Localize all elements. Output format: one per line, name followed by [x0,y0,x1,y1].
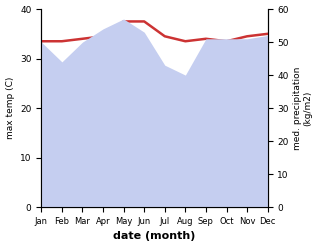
Y-axis label: max temp (C): max temp (C) [5,77,15,139]
Y-axis label: med. precipitation
(kg/m2): med. precipitation (kg/m2) [293,66,313,150]
X-axis label: date (month): date (month) [113,231,196,242]
